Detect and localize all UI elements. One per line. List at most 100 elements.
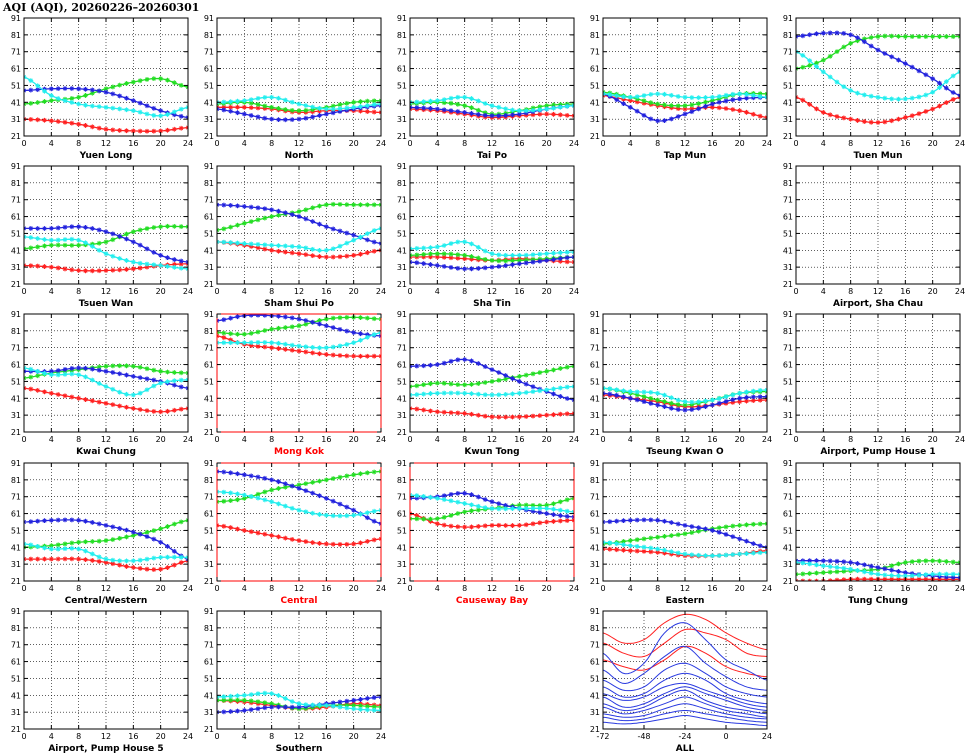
data-point [489,522,495,528]
data-point [351,706,357,712]
plot-frame [795,462,961,582]
data-point [221,239,227,245]
data-point [62,237,68,242]
tick-label-y: 61 [11,213,21,222]
panel-title-airport-pump-house-1: Airport, Pump House 1 [820,447,935,457]
data-point [62,556,68,562]
tick-label-x: 16 [128,139,138,148]
data-point [241,241,247,246]
data-point [641,394,647,399]
data-point [410,392,413,398]
tick-label-y: 21 [397,132,407,141]
data-point [337,542,343,547]
data-point [428,251,433,257]
data-point [241,204,247,209]
data-point [544,368,550,374]
data-point [564,259,570,265]
data-point [303,115,309,121]
data-point [757,543,763,549]
data-point [378,333,381,339]
data-point [807,58,813,64]
data-point [289,212,295,217]
data-point [855,118,860,123]
data-point [310,479,316,485]
series-group [410,357,574,420]
data-point [371,707,377,713]
data-point [455,357,461,363]
data-point [130,363,136,369]
data-point [255,691,261,697]
data-point [296,343,302,349]
data-point [882,576,888,581]
data-point [137,242,143,248]
data-point [820,110,826,115]
data-point [516,252,522,258]
data-point [730,91,736,97]
data-point [662,91,667,97]
tick-label-x: 24 [762,435,772,444]
data-point [344,342,350,347]
data-point [217,469,220,474]
data-point [248,204,254,210]
data-point [421,251,427,257]
series-group [410,94,574,120]
data-point [69,517,75,523]
tick-label-y: 81 [11,31,21,40]
data-point [916,572,922,578]
data-point [269,116,275,122]
tick-label-y: 81 [783,31,793,40]
data-point [378,101,381,107]
data-point [178,370,184,376]
data-point [516,108,522,114]
data-point [282,325,288,330]
data-point [757,550,763,556]
series-group [217,94,381,123]
series-group [24,223,188,274]
data-point [55,242,61,248]
data-point [262,94,268,100]
data-point [510,391,515,397]
data-point [689,102,695,108]
data-point [241,331,247,337]
data-point [682,551,688,557]
data-point [482,413,488,419]
tick-label-x: 20 [156,287,166,296]
data-point [482,248,488,254]
data-point [764,394,767,399]
data-point [641,112,647,118]
data-point [848,116,854,122]
tick-label-x: 0 [214,287,219,296]
data-point [530,389,536,395]
data-point [248,698,254,704]
tick-label-x: 16 [321,287,331,296]
tick-label-y: 81 [11,179,21,188]
data-point [165,255,170,261]
data-point [69,545,75,551]
data-point [344,253,350,259]
data-point [241,528,247,533]
tick-label-x: 0 [793,287,798,296]
tick-label-y: 31 [397,560,407,569]
data-point [757,387,763,393]
data-point [42,370,47,376]
tick-label-x: -24 [678,732,691,741]
data-point [24,556,27,562]
tick-label-y: 61 [783,65,793,74]
data-point [834,577,840,581]
tick-label-x: 16 [900,584,910,593]
data-point [28,374,34,380]
data-point [248,473,254,479]
tick-label-x: 16 [514,435,524,444]
tick-label-y: 91 [397,310,407,319]
data-point [35,226,41,231]
data-point [110,370,116,375]
tick-label-y: 21 [204,428,214,437]
data-point [668,520,674,525]
data-point [178,406,184,412]
tick-label-y: 51 [204,674,214,683]
data-point [523,522,529,528]
data-point [462,490,468,496]
